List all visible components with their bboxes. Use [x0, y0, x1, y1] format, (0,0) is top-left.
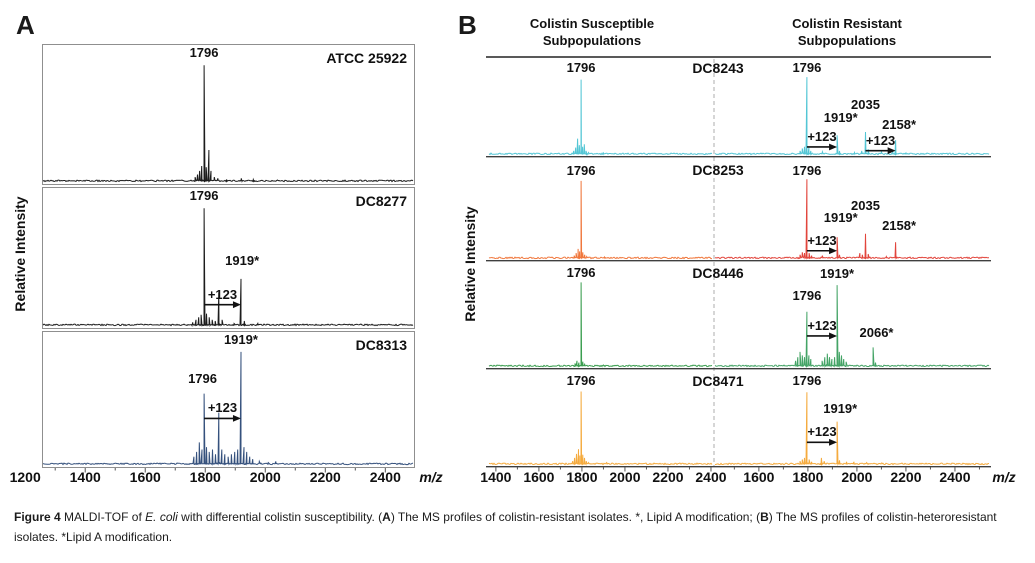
x-axis-tick-label: 1400: [69, 469, 101, 485]
peak-label: 1796: [566, 372, 596, 388]
x-axis-tick-label: 1200: [9, 469, 41, 485]
column-header-susceptible-line2: Subpopulations: [542, 32, 642, 48]
figure-caption: Figure 4 MALDI-TOF of E. coli with diffe…: [14, 508, 1017, 548]
panel-b-label: B: [458, 10, 477, 40]
peak-label: 1796: [566, 264, 596, 280]
peak-label: 1796: [189, 188, 219, 204]
caption-segment: B: [760, 510, 769, 524]
shift-arrowhead: [829, 143, 838, 151]
shift-arrow-label: +123: [865, 132, 896, 148]
isolate-name: DC8277: [355, 193, 407, 209]
isolate-name: DC8446: [692, 265, 744, 281]
peak-label: 1919*: [823, 401, 858, 417]
caption-segment: MALDI-TOF of: [64, 510, 146, 524]
x-axis-unit: m/z: [419, 469, 443, 485]
caption-segment: ) The MS profiles of colistin-resistant …: [390, 510, 761, 524]
spectrum-trace: [714, 285, 990, 369]
peak-label: 1796: [792, 373, 822, 389]
x-axis-tick-label: 1800: [566, 469, 598, 485]
isolate-name: ATCC 25922: [326, 50, 407, 66]
x-axis-tick-label: 2400: [695, 469, 727, 485]
x-axis-tick-label: 1400: [480, 469, 512, 485]
peak-label: 1919*: [823, 210, 858, 226]
panel-a-label: A: [16, 10, 35, 40]
peak-label: 1796: [189, 45, 219, 61]
spectrum-trace: [488, 282, 713, 368]
panel-a-spectrum-frame: [42, 44, 415, 185]
peak-label: 1796: [792, 60, 822, 76]
caption-segment: with differential colistin susceptibilit…: [177, 510, 383, 524]
isolate-name: DC8471: [692, 373, 744, 389]
shift-arrow-label: +123: [807, 232, 837, 248]
x-axis-tick-label: 2000: [249, 469, 281, 485]
shift-arrowhead: [829, 247, 838, 255]
column-header-susceptible: Colistin Susceptible Subpopulations: [487, 16, 697, 50]
peak-label: 1796: [566, 60, 596, 76]
shift-arrow-label: +123: [207, 286, 238, 302]
peak-label: 1796: [566, 162, 596, 178]
peak-label: 1796: [792, 287, 822, 303]
x-axis-tick-label: 1600: [523, 469, 555, 485]
isolate-name: DC8243: [692, 60, 744, 76]
x-axis-tick-label: 1800: [189, 469, 221, 485]
isolate-name: DC8313: [355, 337, 407, 353]
panel-a-spectrum-frame: [42, 331, 415, 468]
peak-label: 2066*: [859, 325, 894, 341]
caption-segment: Figure 4: [14, 510, 65, 524]
x-axis-tick-label: 2000: [609, 469, 641, 485]
peak-label: 1796: [188, 371, 217, 387]
peak-label: 1796: [792, 162, 822, 178]
spectrum-trace: [42, 208, 414, 328]
caption-segment: ) The MS profiles of colistin-heteroresi…: [14, 510, 997, 544]
peak-label: 2035: [851, 96, 880, 112]
shift-arrowhead: [887, 147, 896, 155]
column-header-susceptible-line1: Colistin Susceptible: [529, 16, 655, 31]
column-header-resistant: Colistin Resistant Subpopulations: [742, 16, 952, 50]
peak-label: 2158*: [882, 117, 917, 133]
column-header-resistant-line1: Colistin Resistant: [792, 16, 902, 31]
x-axis-tick-label: 2400: [369, 469, 401, 485]
x-axis-tick-label: 2200: [890, 469, 922, 485]
shift-arrow-label: +123: [207, 400, 238, 416]
shift-arrowhead: [232, 301, 241, 309]
shift-arrow-label: +123: [807, 317, 837, 333]
caption-segment: A: [382, 510, 391, 524]
x-axis-tick-label: 2000: [841, 469, 873, 485]
shift-arrow-label: +123: [807, 424, 837, 440]
x-axis-unit: m/z: [992, 469, 1016, 485]
isolate-name: DC8253: [692, 162, 744, 178]
spectrum-trace: [42, 351, 414, 466]
x-axis-tick-label: 1600: [743, 469, 775, 485]
caption-segment: E. coli: [145, 510, 178, 524]
peak-label: 1919*: [223, 332, 258, 348]
x-axis-tick-label: 2400: [939, 469, 971, 485]
peak-label: 2158*: [882, 217, 917, 233]
x-axis-tick-label: 2200: [652, 469, 684, 485]
peak-label: 1919*: [820, 265, 855, 281]
spectrum-trace: [42, 65, 414, 183]
x-axis-tick-label: 1600: [129, 469, 161, 485]
spectrum-trace: [488, 180, 712, 260]
column-header-resistant-line2: Subpopulations: [797, 32, 897, 48]
peak-label: 1919*: [225, 252, 260, 268]
spectrum-trace: [488, 79, 713, 157]
peak-label: 2035: [851, 197, 880, 213]
shift-arrowhead: [829, 438, 838, 446]
spectrum-trace: [714, 392, 990, 466]
spectrum-trace: [714, 179, 989, 260]
shift-arrowhead: [829, 332, 838, 340]
peak-label: 1919*: [823, 110, 858, 126]
shift-arrow-label: +123: [807, 128, 837, 144]
shift-arrowhead: [232, 415, 241, 422]
panel-b-y-axis-label: Relative Intensity: [462, 206, 478, 322]
x-axis-tick-label: 2200: [309, 469, 341, 485]
spectrum-trace: [714, 77, 990, 156]
x-axis-tick-label: 1800: [792, 469, 824, 485]
spectrum-trace: [488, 391, 713, 466]
panel-a-y-axis-label: Relative Intensity: [12, 196, 28, 312]
